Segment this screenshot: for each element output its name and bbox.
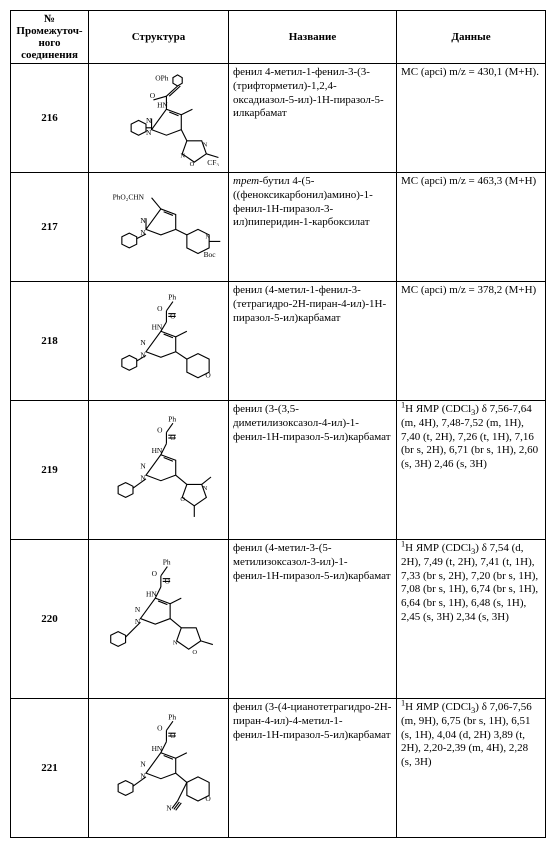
svg-text:Ph: Ph	[168, 292, 176, 301]
svg-text:N: N	[166, 803, 172, 812]
header-structure: Структура	[89, 11, 229, 64]
svg-text:O: O	[157, 303, 163, 312]
svg-text:N: N	[140, 461, 146, 470]
svg-text:Boc: Boc	[203, 250, 216, 259]
svg-text:O: O	[164, 576, 170, 585]
compound-id: 219	[11, 401, 89, 540]
header-name: Название	[229, 11, 397, 64]
svg-text:N: N	[202, 141, 207, 148]
svg-text:O: O	[205, 794, 211, 803]
svg-text:N: N	[134, 605, 140, 614]
svg-text:O: O	[157, 425, 163, 434]
table-row: 221 Ph O O HN N N	[11, 699, 546, 838]
svg-text:O: O	[149, 91, 155, 100]
svg-text:Ph: Ph	[168, 712, 176, 721]
compound-name: трет-бутил 4-(5-((феноксикарбонил)амино)…	[229, 173, 397, 282]
compound-name: фенил (4-метил-1-фенил-3-(тетрагидро-2H-…	[229, 282, 397, 401]
compound-data: MC (apci) m/z = 463,3 (M+H)	[397, 173, 546, 282]
svg-text:O: O	[205, 370, 211, 379]
compound-structure: OPh O HN N N	[89, 64, 229, 173]
compound-data: 1H ЯМР (CDCl3) δ 7,56-7,64 (m, 4H), 7,48…	[397, 401, 546, 540]
compound-id: 218	[11, 282, 89, 401]
compound-data: MC (apci) m/z = 430,1 (M+H).	[397, 64, 546, 173]
svg-text:O: O	[151, 568, 157, 577]
svg-text:OPh: OPh	[155, 73, 168, 82]
table-row: 218 Ph O O HN N N	[11, 282, 546, 401]
compound-structure: PhO₂CHN N N N Boc	[89, 173, 229, 282]
svg-text:O: O	[192, 648, 197, 655]
svg-text:PhO₂CHN: PhO₂CHN	[112, 192, 144, 201]
table-row: 219 Ph O O HN N N	[11, 401, 546, 540]
svg-text:Ph: Ph	[168, 414, 176, 423]
svg-text:N: N	[202, 485, 207, 492]
svg-text:O: O	[180, 496, 185, 503]
compound-name: фенил 4-метил-1-фенил-3-(3-(трифторметил…	[229, 64, 397, 173]
svg-text:O: O	[157, 723, 163, 732]
svg-text:O: O	[170, 432, 176, 441]
svg-text:Ph: Ph	[162, 557, 170, 566]
svg-text:O: O	[189, 160, 194, 165]
compound-name: фенил (3-(3,5-диметилизоксазол-4-ил)-1-ф…	[229, 401, 397, 540]
svg-text:N: N	[140, 338, 146, 347]
compound-id: 220	[11, 540, 89, 699]
compound-name: фенил (3-(4-цианотетрагидро-2H-пиран-4-и…	[229, 699, 397, 838]
table-row: 217 PhO₂CHN N N N	[11, 173, 546, 282]
header-row: № Промежуточ-ного соединения Структура Н…	[11, 11, 546, 64]
svg-text:O: O	[170, 311, 176, 320]
svg-text:O: O	[170, 730, 176, 739]
table-row: 220 Ph O O HN N N	[11, 540, 546, 699]
compound-data: MC (apci) m/z = 378,2 (M+H)	[397, 282, 546, 401]
table-row: 216 OPh O HN N N	[11, 64, 546, 173]
compound-id: 217	[11, 173, 89, 282]
compound-data: 1H ЯМР (CDCl3) δ 7,54 (d, 2H), 7,49 (t, …	[397, 540, 546, 699]
svg-text:N: N	[205, 233, 210, 240]
compound-name: фенил (4-метил-3-(5-метилизоксазол-3-ил)…	[229, 540, 397, 699]
compounds-table: № Промежуточ-ного соединения Структура Н…	[10, 10, 546, 838]
svg-text:N: N	[140, 759, 146, 768]
svg-text:N: N	[180, 152, 185, 159]
compound-id: 216	[11, 64, 89, 173]
svg-text:CF₃: CF₃	[207, 157, 219, 165]
compound-data: 1H ЯМР (CDCl3) δ 7,06-7,56 (m, 9H), 6,75…	[397, 699, 546, 838]
compound-structure: Ph O O HN N N	[89, 699, 229, 838]
compound-id: 221	[11, 699, 89, 838]
header-data: Данные	[397, 11, 546, 64]
compound-structure: Ph O O HN N N	[89, 282, 229, 401]
compound-structure: Ph O O HN N N	[89, 401, 229, 540]
compound-structure: Ph O O HN N N	[89, 540, 229, 699]
header-id: № Промежуточ-ного соединения	[11, 11, 89, 64]
svg-text:N: N	[172, 639, 177, 646]
